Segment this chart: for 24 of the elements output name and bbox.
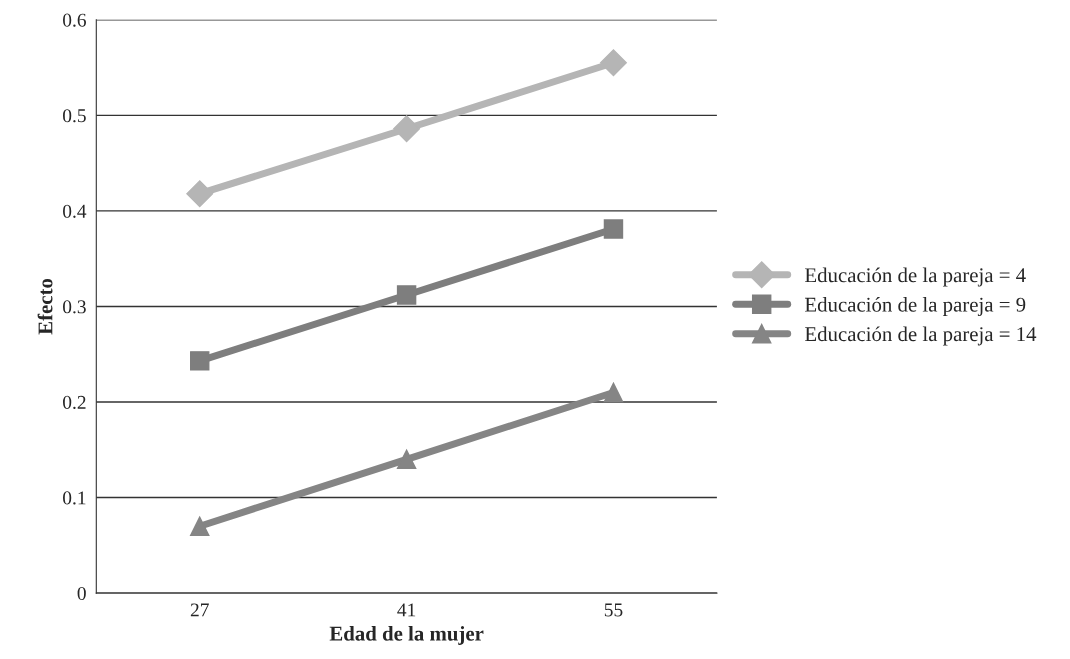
x-axis-title: Edad de la mujer [329,626,484,645]
y-tick-label: 0.3 [63,300,86,314]
x-tick-label: 41 [397,603,416,617]
y-tick-label: 0.2 [63,395,86,410]
point [603,219,624,239]
legend-label: Educación de la pareja = 9 [805,297,1026,316]
x-tick-label: 27 [190,603,209,617]
point [396,449,417,470]
y-tick-label: 0.4 [63,204,87,218]
point [190,351,210,371]
point [186,180,214,208]
y-tick-label: 0.6 [63,13,86,27]
point [393,115,421,143]
y-tick-label: 0.5 [63,109,86,123]
legend-label: Educación de la pareja = 14 [805,326,1037,346]
y-tick-label: 0 [77,586,86,601]
legend-label: Educación de la pareja = 4 [805,267,1026,287]
y-axis-title: Efecto [37,278,53,335]
point [603,382,624,403]
x-tick-label: 55 [604,603,623,617]
point [190,516,210,536]
point [396,285,417,305]
y-tick-label: 0.1 [63,491,86,505]
point [600,49,627,77]
